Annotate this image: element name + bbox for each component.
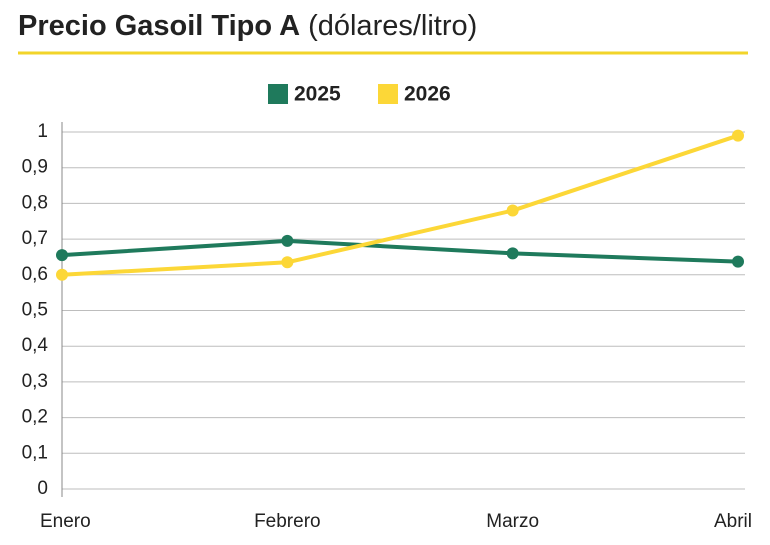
legend-label: 2026 — [404, 83, 451, 106]
y-tick-label: 0,2 — [22, 407, 48, 428]
chart-title: Precio Gasoil Tipo A — [18, 10, 300, 42]
x-tick-label: Marzo — [486, 511, 539, 532]
data-point — [732, 255, 744, 268]
chart-subtitle: (dólares/litro) — [308, 10, 477, 42]
y-tick-label: 0,3 — [22, 371, 48, 392]
y-tick-label: 0,9 — [22, 157, 48, 178]
data-point — [56, 249, 68, 262]
legend-swatch — [268, 84, 288, 104]
y-tick-label: 0,4 — [22, 335, 49, 356]
y-tick-label: 0,6 — [22, 264, 48, 285]
data-point — [281, 234, 294, 247]
chart-heading: Precio Gasoil Tipo A (dólares/litro) — [18, 10, 477, 42]
y-tick-label: 0,7 — [22, 228, 48, 249]
data-point — [281, 256, 294, 269]
data-point — [56, 268, 68, 281]
x-tick-label: Enero — [40, 511, 91, 532]
x-tick-label: Febrero — [254, 511, 321, 532]
y-tick-label: 0,1 — [22, 442, 48, 463]
data-point — [506, 247, 519, 260]
data-point — [732, 129, 744, 142]
y-tick-label: 0,5 — [22, 300, 48, 321]
series-line — [61, 133, 739, 277]
legend-swatch — [378, 84, 398, 104]
x-tick-label: Abril — [714, 511, 752, 532]
y-tick-label: 1 — [37, 121, 48, 142]
series-line — [61, 238, 739, 264]
legend-label: 2025 — [294, 83, 341, 106]
y-tick-label: 0,8 — [22, 192, 48, 213]
data-point — [506, 204, 519, 217]
y-tick-label: 0 — [37, 478, 48, 499]
